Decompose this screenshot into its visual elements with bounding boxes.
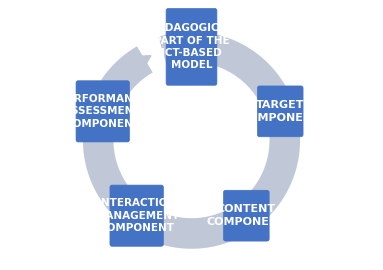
FancyBboxPatch shape	[76, 81, 129, 142]
Text: CONTENT
COMPONENT: CONTENT COMPONENT	[206, 204, 286, 227]
Text: INTERACTION
MANAGEMENT
COMPONENT: INTERACTION MANAGEMENT COMPONENT	[95, 198, 179, 233]
FancyBboxPatch shape	[257, 86, 303, 137]
FancyBboxPatch shape	[224, 190, 269, 241]
Polygon shape	[135, 56, 151, 70]
Text: PEDAGOGICAL
PART OF THE
ICT-BASED
MODEL: PEDAGOGICAL PART OF THE ICT-BASED MODEL	[150, 23, 233, 70]
Text: TARGET
COMPONENT: TARGET COMPONENT	[240, 100, 320, 123]
FancyBboxPatch shape	[110, 185, 164, 246]
Text: PERFORMANCE
ASSESSMENT
COMPONENT: PERFORMANCE ASSESSMENT COMPONENT	[59, 94, 147, 129]
FancyBboxPatch shape	[166, 9, 217, 85]
